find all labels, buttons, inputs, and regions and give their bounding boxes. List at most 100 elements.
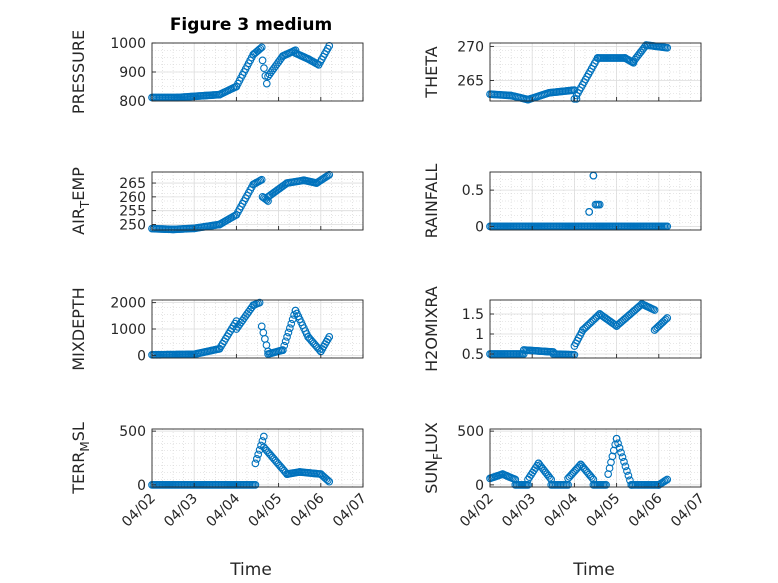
data-point: [257, 43, 266, 52]
subplot-theta: 265 270 THETA: [422, 39, 702, 104]
data-point: [663, 314, 672, 322]
y-tick-label: 255: [119, 204, 146, 220]
data-point: [264, 197, 272, 205]
y-tick-label: 265: [119, 176, 146, 192]
x-tick-label: 04/02: [119, 491, 159, 531]
data-point: [325, 333, 334, 341]
data-point: [258, 56, 267, 65]
subplot-h2omixra: 0.5 1 1.5 H2OMIXRA: [422, 286, 702, 372]
data-point: [278, 346, 287, 354]
data-point: [618, 453, 627, 461]
axes-frame: [151, 428, 364, 488]
x-tick-label: 04/04: [541, 490, 581, 530]
x-axis-label-left: Time: [229, 560, 272, 580]
subplot-mixdepth: 0 1000 2000 MIXDEPTH: [69, 287, 364, 371]
x-axis-label-right: Time: [572, 560, 615, 580]
y-tick-label: 250: [119, 217, 146, 233]
data-point: [611, 321, 619, 329]
data-point: [663, 475, 672, 484]
data-point: [545, 473, 554, 482]
x-tick-label: 04/02: [457, 491, 497, 531]
y-axis-label: SUNFLUX: [422, 422, 445, 494]
data-point: [661, 315, 670, 324]
data-point: [251, 481, 260, 489]
x-tick-label: 04/04: [203, 490, 243, 530]
subplot-terr-msl: 0 500 TERRMSL 04/02 04/03 04/04 04/05 04/06 04/0…: [69, 422, 370, 530]
data-point: [612, 434, 621, 443]
data-point: [256, 44, 265, 53]
data-point: [287, 319, 296, 328]
axes-frame: [151, 171, 364, 231]
data-point: [595, 200, 604, 209]
x-tick-label: 04/03: [161, 491, 201, 531]
data-point: [281, 337, 290, 346]
data-point: [524, 481, 532, 489]
x-tick-label: 04/07: [668, 491, 708, 531]
y-axis-label: RAINFALL: [422, 164, 441, 239]
y-tick-label: 0.5: [462, 347, 484, 363]
data-point: [252, 455, 261, 463]
data-point: [575, 462, 584, 470]
x-tick-label: 04/05: [246, 491, 286, 531]
data-point: [254, 450, 263, 459]
y-tick-label: 1: [475, 327, 484, 343]
data-point: [280, 341, 289, 350]
data-point: [620, 457, 628, 466]
data-point: [284, 328, 293, 337]
subplot-sun-flux: 0 500 SUNFLUX 04/02 04/03 04/04 04/05 04/06 04/0…: [422, 422, 708, 530]
data-point: [624, 471, 633, 480]
data-point: [621, 462, 630, 471]
y-tick-label: 500: [119, 424, 146, 440]
data-point: [325, 170, 334, 179]
y-tick-label: 500: [457, 424, 484, 440]
data-point: [623, 467, 631, 475]
data-point: [650, 306, 659, 314]
y-axis-label: PRESSURE: [69, 30, 88, 114]
data-point: [255, 298, 264, 307]
data-point: [661, 476, 670, 485]
data-point: [663, 43, 672, 52]
axes-frame: [489, 171, 702, 231]
y-tick-label: 1000: [110, 36, 146, 52]
subplot-rainfall: 0 0.5 RAINFALL: [422, 164, 702, 239]
y-axis-label: H2OMIXRA: [422, 286, 441, 372]
data-point: [257, 175, 266, 184]
axes-frame: [489, 42, 702, 102]
data-point: [617, 448, 625, 457]
y-tick-label: 0.5: [462, 183, 484, 199]
data-point: [636, 301, 645, 310]
y-tick-label: 0: [475, 478, 484, 494]
data-point: [286, 324, 294, 332]
x-tick-label: 04/06: [626, 490, 666, 530]
y-tick-label: 260: [119, 190, 146, 206]
axes-frame: [489, 299, 702, 359]
y-tick-label: 0: [475, 219, 484, 235]
x-tick-label: 04/07: [330, 491, 370, 531]
x-tick-label: 04/05: [584, 491, 624, 531]
y-tick-label: 0: [137, 478, 146, 494]
data-point: [251, 459, 260, 468]
data-point: [283, 333, 291, 341]
data-point: [602, 481, 610, 489]
data-point: [325, 477, 334, 486]
y-axis-label: MIXDEPTH: [69, 287, 88, 370]
y-tick-label: 900: [119, 65, 146, 81]
data-point: [614, 439, 622, 448]
y-tick-label: 2000: [110, 296, 146, 312]
data-point: [585, 208, 594, 216]
y-axis-label: AIRTEMP: [69, 167, 92, 235]
y-tick-label: 265: [457, 74, 484, 90]
x-tick-label: 04/03: [499, 491, 539, 531]
data-point: [615, 444, 624, 452]
data-point: [260, 64, 268, 72]
axes-frame: [489, 428, 702, 488]
y-axis-label: THETA: [422, 46, 441, 98]
y-tick-label: 0: [137, 348, 146, 364]
data-point: [261, 72, 270, 80]
subplot-pressure: 800 900 1000 PRESSURE: [69, 30, 364, 114]
figure-title: Figure 3 medium: [170, 15, 332, 35]
data-point: [323, 476, 332, 485]
